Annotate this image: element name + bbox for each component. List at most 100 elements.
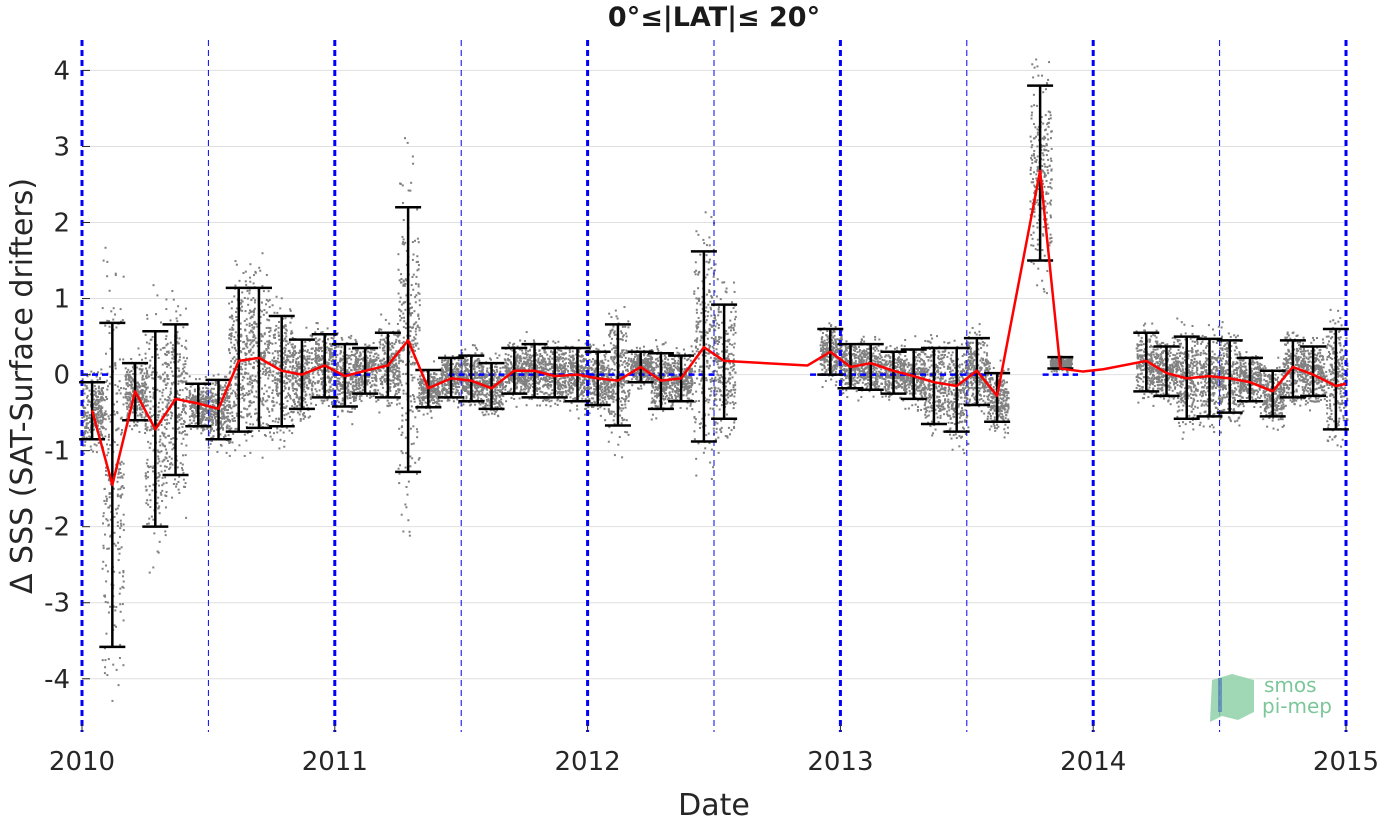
scatter-point bbox=[267, 300, 270, 303]
scatter-point bbox=[161, 415, 164, 418]
scatter-point bbox=[215, 412, 218, 415]
scatter-point bbox=[308, 378, 311, 381]
scatter-point bbox=[447, 382, 450, 385]
scatter-point bbox=[422, 398, 425, 401]
scatter-point bbox=[405, 485, 408, 488]
scatter-point bbox=[142, 385, 145, 388]
scatter-point bbox=[331, 383, 334, 386]
scatter-point bbox=[465, 356, 468, 359]
scatter-point bbox=[292, 356, 295, 359]
scatter-point bbox=[328, 394, 331, 397]
scatter-point bbox=[420, 396, 423, 399]
scatter-point bbox=[375, 371, 378, 374]
scatter-point bbox=[377, 357, 380, 360]
scatter-point bbox=[287, 342, 290, 345]
scatter-point bbox=[98, 376, 101, 379]
scatter-point bbox=[336, 380, 339, 383]
scatter-point bbox=[220, 410, 223, 413]
scatter-point bbox=[283, 439, 286, 442]
scatter-point bbox=[135, 405, 138, 408]
scatter-point bbox=[275, 417, 278, 420]
scatter-point bbox=[203, 408, 206, 411]
scatter-point bbox=[322, 369, 325, 372]
scatter-point bbox=[156, 419, 159, 422]
scatter-point bbox=[441, 376, 444, 379]
scatter-point bbox=[393, 353, 396, 356]
scatter-point bbox=[148, 485, 151, 488]
scatter-point bbox=[400, 281, 403, 284]
scatter-point bbox=[299, 410, 302, 413]
scatter-point bbox=[142, 396, 145, 399]
scatter-point bbox=[302, 414, 305, 417]
scatter-point bbox=[227, 434, 230, 437]
scatter-point bbox=[144, 485, 147, 488]
scatter-point bbox=[99, 398, 102, 401]
scatter-point bbox=[217, 373, 220, 376]
scatter-point bbox=[346, 392, 349, 395]
scatter-point bbox=[401, 407, 404, 410]
scatter-point bbox=[222, 412, 225, 415]
scatter-point bbox=[175, 310, 178, 313]
scatter-point bbox=[158, 451, 161, 454]
scatter-point bbox=[291, 368, 294, 371]
scatter-point bbox=[284, 366, 287, 369]
scatter-point bbox=[249, 348, 252, 351]
scatter-point bbox=[288, 386, 291, 389]
scatter-point bbox=[177, 406, 180, 409]
scatter-point bbox=[360, 374, 363, 377]
scatter-point bbox=[96, 417, 99, 420]
scatter-point bbox=[116, 392, 119, 395]
scatter-point bbox=[276, 379, 279, 382]
scatter-point bbox=[393, 383, 396, 386]
scatter-point bbox=[379, 343, 382, 346]
scatter-point bbox=[243, 399, 246, 402]
scatter-point bbox=[180, 432, 183, 435]
scatter-point bbox=[239, 386, 242, 389]
scatter-point bbox=[359, 367, 362, 370]
scatter-point bbox=[380, 328, 383, 331]
scatter-point bbox=[130, 357, 133, 360]
scatter-point bbox=[107, 438, 110, 441]
scatter-point bbox=[165, 350, 168, 353]
scatter-point bbox=[249, 350, 252, 353]
scatter-point bbox=[245, 439, 248, 442]
scatter-point bbox=[151, 356, 154, 359]
scatter-point bbox=[179, 374, 182, 377]
scatter-point bbox=[404, 278, 407, 281]
scatter-point bbox=[337, 401, 340, 404]
scatter-point bbox=[241, 368, 244, 371]
scatter-point bbox=[145, 383, 148, 386]
scatter-point bbox=[358, 398, 361, 401]
scatter-point bbox=[102, 393, 105, 396]
scatter-point bbox=[315, 355, 318, 358]
scatter-point bbox=[287, 412, 290, 415]
scatter-point bbox=[208, 413, 211, 416]
scatter-point bbox=[145, 398, 148, 401]
scatter-point bbox=[82, 415, 85, 418]
scatter-point bbox=[457, 362, 460, 365]
scatter-point bbox=[302, 375, 305, 378]
scatter-point bbox=[205, 387, 208, 390]
scatter-point bbox=[373, 349, 376, 352]
scatter-point bbox=[116, 524, 119, 527]
scatter-point bbox=[474, 403, 477, 406]
scatter-point bbox=[418, 399, 421, 402]
scatter-point bbox=[473, 365, 476, 368]
scatter-point bbox=[314, 360, 317, 363]
scatter-point bbox=[308, 393, 311, 396]
scatter-point bbox=[208, 397, 211, 400]
scatter-point bbox=[129, 393, 132, 396]
scatter-point bbox=[227, 403, 230, 406]
scatter-point bbox=[341, 387, 344, 390]
scatter-point bbox=[161, 363, 164, 366]
scatter-point bbox=[464, 388, 467, 391]
scatter-point bbox=[350, 378, 353, 381]
scatter-point bbox=[276, 351, 279, 354]
scatter-point bbox=[280, 297, 283, 300]
scatter-point bbox=[136, 398, 139, 401]
scatter-point bbox=[359, 358, 362, 361]
scatter-point bbox=[82, 400, 85, 403]
scatter-point bbox=[127, 385, 130, 388]
scatter-point bbox=[309, 415, 312, 418]
scatter-point bbox=[255, 341, 258, 344]
